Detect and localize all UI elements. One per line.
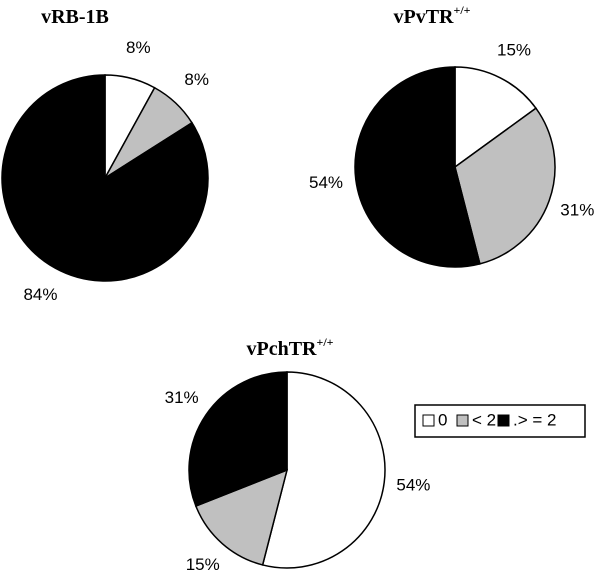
pie-slice <box>194 468 289 566</box>
chart-title: vPchTR+/+ <box>246 335 333 360</box>
value-label: 15% <box>497 41 531 60</box>
legend-label: < 2 <box>472 410 496 429</box>
value-label: 54% <box>396 475 430 494</box>
pie-slice <box>261 371 386 569</box>
value-label: 31% <box>560 201 594 220</box>
value-label: 8% <box>184 70 209 89</box>
value-label: 54% <box>309 173 343 192</box>
value-label: 84% <box>23 285 57 304</box>
chart-title: vRB-1B <box>41 6 109 28</box>
title-text: vPvTR <box>393 6 454 28</box>
legend-label: .> = 2 <box>513 410 556 429</box>
legend-box <box>414 404 586 438</box>
legend-swatch <box>497 414 510 427</box>
value-label: 15% <box>186 555 220 574</box>
value-label: 31% <box>165 388 199 407</box>
legend-swatch <box>422 414 435 427</box>
value-label: 8% <box>126 38 151 57</box>
pie-slice <box>354 66 481 268</box>
pie-slice <box>454 107 556 265</box>
pie-slice <box>1 74 209 282</box>
legend-label: 0 <box>438 410 447 429</box>
pie-slice <box>188 371 288 508</box>
title-superscript: +/+ <box>316 335 333 349</box>
chart-title: vPvTR+/+ <box>393 3 470 28</box>
title-superscript: +/+ <box>453 3 470 17</box>
title-text: vRB-1B <box>41 6 109 28</box>
pie-slice <box>454 66 537 169</box>
title-text: vPchTR <box>246 338 317 360</box>
legend-swatch <box>456 414 469 427</box>
